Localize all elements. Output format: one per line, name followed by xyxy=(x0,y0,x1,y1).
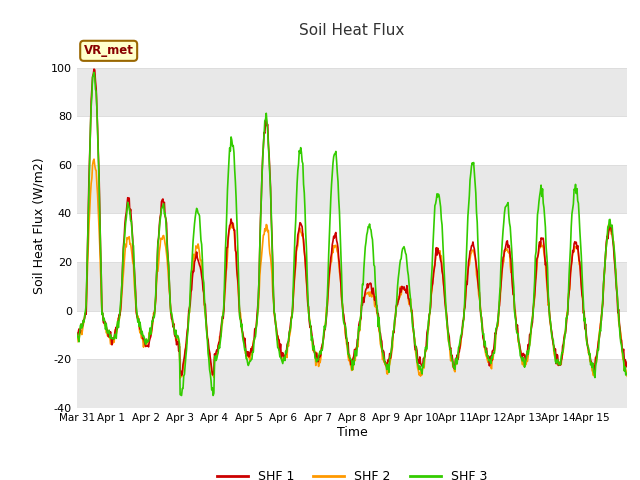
Bar xyxy=(77,360,627,408)
X-axis label: Time: Time xyxy=(337,426,367,439)
Bar xyxy=(77,214,627,262)
Legend: SHF 1, SHF 2, SHF 3: SHF 1, SHF 2, SHF 3 xyxy=(212,465,492,480)
Bar xyxy=(77,262,627,311)
Bar xyxy=(77,116,627,165)
Bar xyxy=(77,43,627,68)
Title: Soil Heat Flux: Soil Heat Flux xyxy=(300,23,404,38)
Bar xyxy=(77,68,627,116)
Y-axis label: Soil Heat Flux (W/m2): Soil Heat Flux (W/m2) xyxy=(33,157,45,294)
Bar xyxy=(77,165,627,214)
Bar xyxy=(77,311,627,360)
Text: VR_met: VR_met xyxy=(84,44,134,57)
